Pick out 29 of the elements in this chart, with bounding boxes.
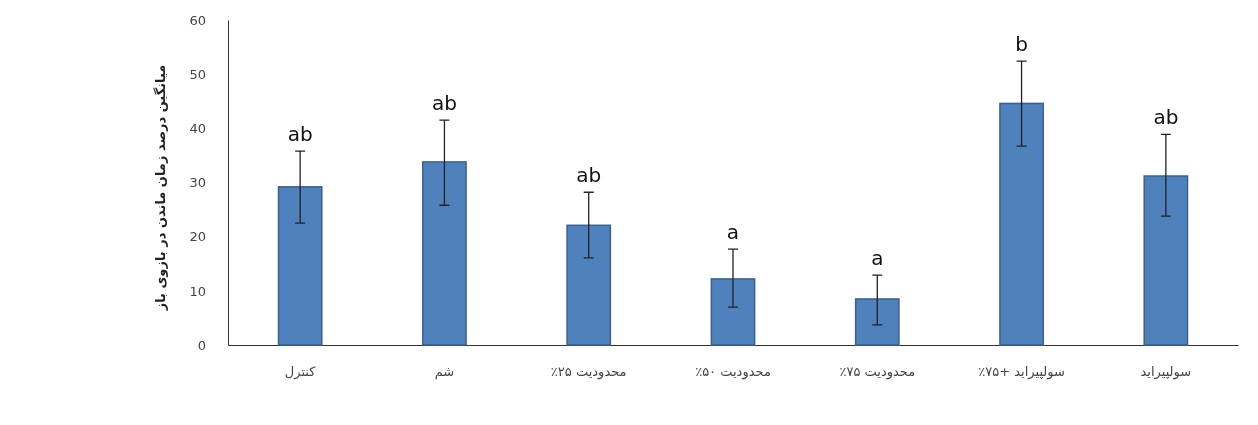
annotation: ab <box>287 122 313 147</box>
x-tick-label: محدودیت ۲۵٪ <box>550 364 627 381</box>
y-tick-label: 30 <box>189 175 206 191</box>
bar <box>277 186 323 346</box>
annotation: b <box>1015 32 1028 57</box>
y-tick-label: 40 <box>189 120 206 136</box>
x-tick-label: محدودیت ۵۰٪ <box>695 364 771 381</box>
bar <box>566 224 612 346</box>
annotation: ab <box>431 91 457 116</box>
x-tick-label: سولپیراید +۷۵٪ <box>978 364 1065 381</box>
bar <box>1143 175 1189 346</box>
annotation: ab <box>1153 105 1179 130</box>
x-tick-label: شم <box>434 364 455 381</box>
bar <box>422 161 467 346</box>
x-tick-label: محدودیت ۷۵٪ <box>839 364 916 381</box>
annotation: a <box>871 246 884 271</box>
x-tick-label: کنترل <box>284 364 317 381</box>
y-tick-label: 50 <box>189 66 206 82</box>
y-tick-label: 10 <box>189 283 206 299</box>
y-tick-label: 0 <box>197 337 206 353</box>
y-tick-label: 20 <box>189 229 206 245</box>
annotation: ab <box>576 163 602 188</box>
y-axis-title: میانگین درصد زمان ماندن در بازوی باز <box>153 64 168 312</box>
bar <box>854 298 900 346</box>
annotation: a <box>726 220 740 245</box>
y-tick-label: 60 <box>189 12 206 28</box>
bar <box>999 102 1044 346</box>
bar <box>710 278 756 346</box>
x-tick-label: سولپیراید <box>1140 364 1192 381</box>
